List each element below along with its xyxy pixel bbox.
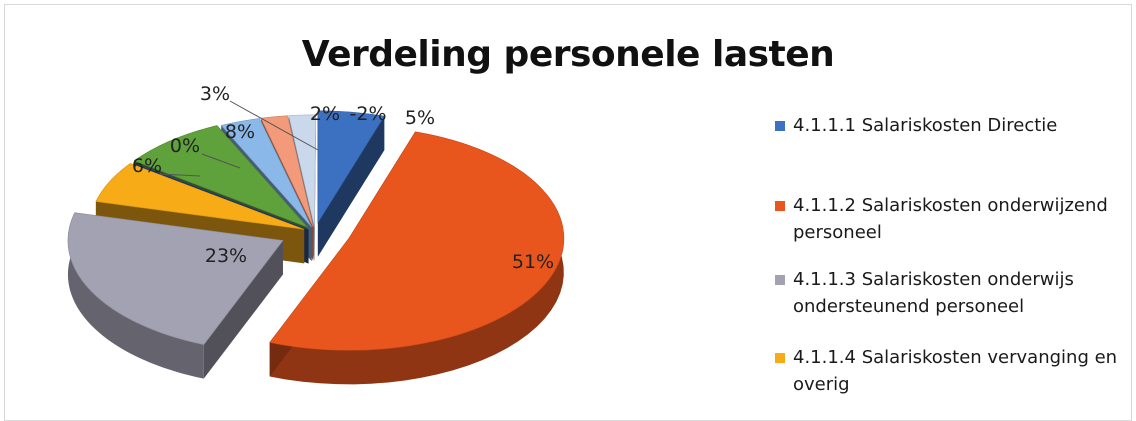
data-label-1: 51%: [512, 251, 554, 273]
pie-slice-4: [133, 162, 309, 230]
legend-swatch: [775, 275, 785, 285]
leader-line-3: [159, 173, 201, 177]
data-label-5: 8%: [225, 121, 255, 143]
pie-slice-wall-2: [67, 212, 204, 379]
data-labels: 5% 51% 23% 6% 0% 8% 3% 2% -2%: [132, 83, 554, 273]
pie-slice-8: [288, 114, 317, 227]
pie-slice-side-0-1: [317, 116, 385, 257]
data-label-0: 5%: [405, 107, 435, 129]
legend-swatch: [775, 353, 785, 363]
pie-slice-1: [269, 131, 565, 351]
pie-slice-3: [95, 163, 305, 230]
data-label-3: 6%: [132, 155, 162, 177]
pie-slice-5: [133, 125, 308, 228]
leader-line-4: [201, 153, 241, 169]
pie-slice-side-2-0: [203, 240, 283, 379]
legend-label: 4.1.1.4 Salariskosten vervanging en over…: [793, 347, 1118, 395]
pie-slice-wall-1: [269, 131, 564, 385]
chart-title: Verdeling personele lasten: [301, 34, 835, 75]
legend-label: 4.1.1.1 Salariskosten Directie: [793, 115, 1058, 136]
pie-slice-2: [67, 212, 284, 345]
pie-slices: [67, 110, 565, 385]
data-label-2: 23%: [205, 245, 247, 267]
legend-swatch: [775, 121, 785, 131]
pie-slice-6: [220, 118, 312, 228]
pie-slice-0: [317, 110, 385, 224]
data-label-7: 2%: [310, 103, 340, 125]
legend-label: 4.1.1.2 Salariskosten onderwijzend perso…: [793, 195, 1108, 243]
data-label-4: 0%: [170, 135, 200, 157]
legend-label: 4.1.1.3 Salariskosten onderwijs onderste…: [793, 269, 1074, 317]
data-label-6: 3%: [200, 83, 230, 105]
leader-lines: [159, 100, 319, 177]
leader-line-6: [229, 100, 319, 151]
legend-swatch: [775, 201, 785, 211]
data-label-8: -2%: [350, 103, 387, 125]
